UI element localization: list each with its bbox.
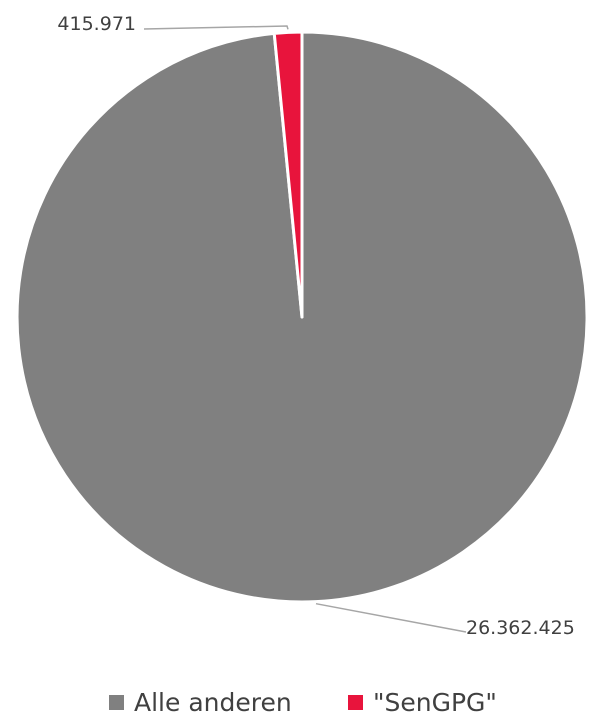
pie-slice-sengpg — [272, 30, 304, 319]
data-label-sengpg: 415.971 — [57, 13, 136, 35]
legend-swatch-alle-anderen — [109, 695, 124, 710]
leader-lines — [143, 25, 467, 633]
legend: Alle anderen "SenGPG" — [109, 688, 497, 717]
legend-label-alle-anderen: Alle anderen — [134, 688, 292, 717]
data-label-alle-anderen: 26.362.425 — [466, 617, 575, 639]
leader-line-alle-anderen — [315, 602, 467, 633]
legend-swatch-sengpg — [348, 695, 363, 710]
leader-line-sengpg — [143, 25, 289, 30]
legend-label-sengpg: "SenGPG" — [373, 688, 497, 717]
pie-slices — [15, 30, 589, 604]
